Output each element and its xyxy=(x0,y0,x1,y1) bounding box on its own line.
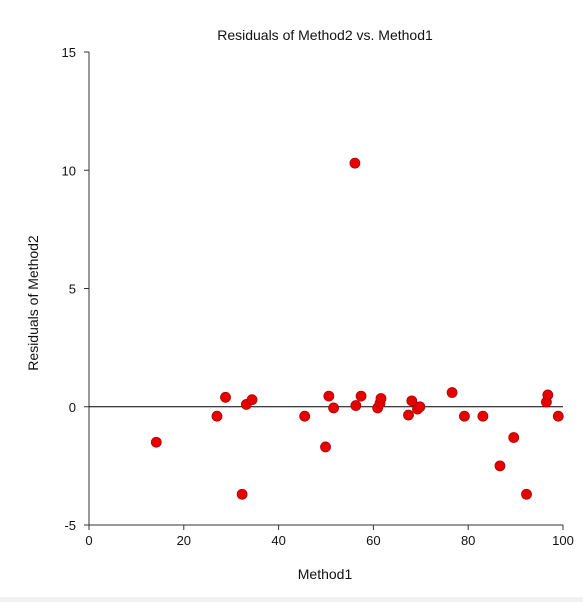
data-point xyxy=(375,393,387,404)
data-point xyxy=(508,432,520,443)
data-point xyxy=(355,390,367,402)
data-point xyxy=(552,410,564,422)
data-point xyxy=(459,410,470,422)
axes: 0 20 40 60 80 100 -5 0 5 10 15 xyxy=(62,45,574,548)
y-tick-label: 10 xyxy=(62,163,76,178)
data-point xyxy=(246,394,258,406)
data-point xyxy=(320,441,331,453)
y-tick-label: 5 xyxy=(69,282,76,297)
x-tick-label: 40 xyxy=(271,533,285,548)
data-points xyxy=(150,157,564,500)
data-point xyxy=(446,387,458,398)
y-tick-label: 15 xyxy=(62,45,76,60)
data-point xyxy=(521,488,532,500)
chart-title: Residuals of Method2 vs. Method1 xyxy=(217,27,433,43)
x-tick-label: 0 xyxy=(85,533,92,548)
data-point xyxy=(299,410,311,422)
x-axis-label: Method1 xyxy=(298,566,353,582)
data-point xyxy=(220,391,231,403)
x-tick-label: 60 xyxy=(366,533,380,548)
data-point xyxy=(150,436,162,448)
data-point xyxy=(211,410,223,422)
y-axis-label: Residuals of Method2 xyxy=(25,235,41,371)
x-tick-label: 100 xyxy=(552,533,574,548)
data-point xyxy=(403,409,414,421)
data-point xyxy=(494,460,506,472)
data-point xyxy=(477,410,489,422)
data-point xyxy=(350,400,362,411)
y-tick-label: -5 xyxy=(64,518,76,533)
y-tick-label: 0 xyxy=(69,400,76,415)
data-point xyxy=(323,390,335,402)
data-point xyxy=(414,401,426,413)
data-point xyxy=(349,157,361,169)
data-point xyxy=(542,389,554,401)
data-point xyxy=(236,488,248,500)
data-point xyxy=(406,395,418,407)
x-tick-label: 20 xyxy=(177,533,191,548)
x-tick-label: 80 xyxy=(461,533,475,548)
data-point xyxy=(328,402,339,414)
